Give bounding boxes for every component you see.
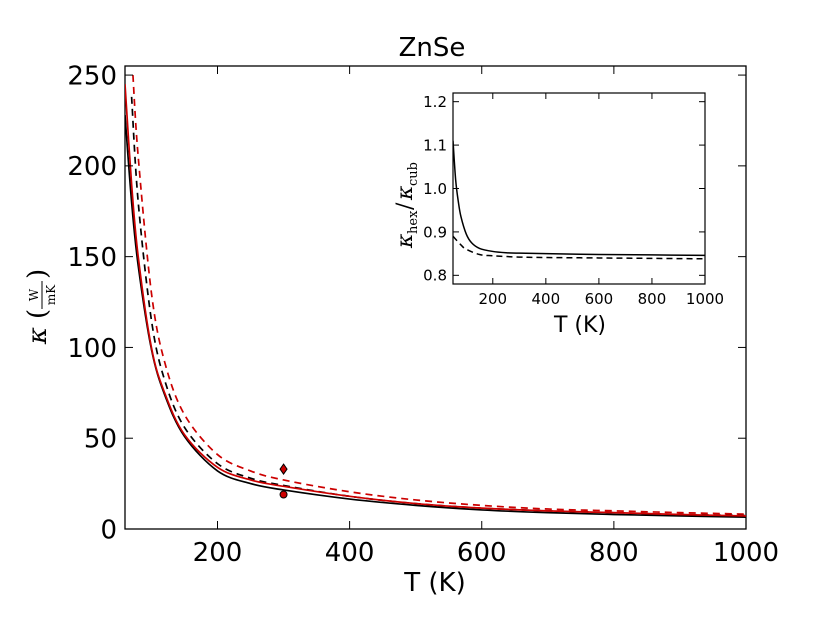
x-tick-label: 600 [457,538,507,568]
main-plot-frame [124,65,747,530]
x-tick-label: 200 [478,290,507,308]
inset-y-ticks: 0.8 0.9 1.0 1.1 1.2 [423,93,705,285]
svg-text:(: ( [23,309,53,319]
y-tick-label: 1.1 [423,136,447,154]
y-tick-label: 150 [67,243,117,273]
x-tick-label: 800 [638,290,667,308]
y-tick-label: 250 [67,61,117,91]
y-tick-label: 0.8 [423,267,447,285]
inset-x-ticks: 200 400 600 800 1000 [478,93,724,308]
main-x-axis-label: T (K) [403,568,465,598]
series-line-0 [453,140,705,257]
main-y-axis-label: κ ( W mK ) [23,269,58,345]
svg-text:/: / [393,202,418,210]
x-tick-label: 800 [589,538,639,568]
inset-series-group [453,140,705,260]
svg-text:mK: mK [44,284,58,305]
y-tick-label: 100 [67,334,117,364]
y-tick-label: 50 [84,425,117,455]
y-tick-label: 1.0 [423,180,447,198]
data-marker-circle [279,490,288,499]
x-tick-label: 400 [325,538,375,568]
svg-text:κ: κ [393,233,418,249]
main-title: ZnSe [399,33,466,63]
inset-y-axis-label: κ hex / κ cub [393,162,421,249]
x-tick-label: 400 [532,290,561,308]
data-marker-diamond [279,463,288,475]
x-tick-label: 1000 [713,538,779,568]
y-tick-label: 200 [67,152,117,182]
x-tick-label: 600 [585,290,614,308]
svg-text:W: W [27,288,41,301]
svg-text:hex: hex [406,210,421,234]
svg-text:κ: κ [23,327,53,345]
x-tick-label: 1000 [686,290,724,308]
y-tick-label: 0.9 [423,223,447,241]
main-series-group [125,75,746,519]
y-tick-label: 0 [100,515,117,545]
inset-x-axis-label: T (K) [553,313,606,338]
main-y-ticks: 0 50 100 150 200 250 [67,61,746,545]
svg-text:cub: cub [406,162,421,186]
series-line-1 [453,235,705,260]
svg-text:): ) [23,269,53,279]
series-line-2 [125,84,746,517]
svg-text:κ: κ [393,185,418,201]
y-tick-label: 1.2 [423,93,447,111]
x-tick-label: 200 [193,538,243,568]
series-line-3 [132,75,746,515]
main-x-ticks: 200 400 600 800 1000 [193,66,779,568]
